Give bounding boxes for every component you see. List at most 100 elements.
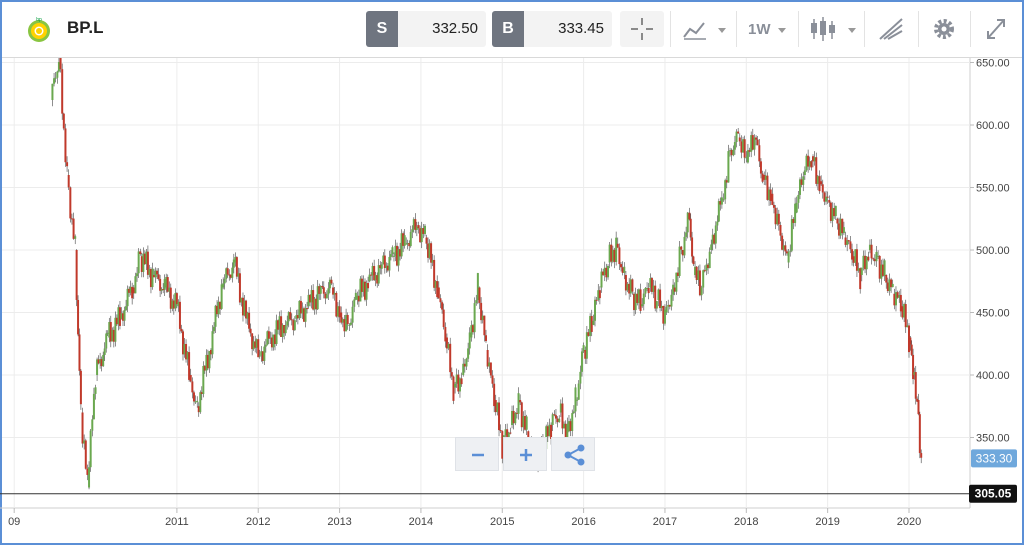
candle-body: [241, 297, 244, 316]
drawing-tools-button[interactable]: [870, 11, 914, 47]
candle-body: [79, 370, 82, 405]
candle-body: [662, 305, 665, 324]
candle-body: [498, 402, 501, 431]
candle-body: [493, 383, 496, 407]
candle-body: [797, 194, 800, 203]
candle-body: [623, 266, 626, 273]
candle-body: [249, 328, 252, 334]
candle-body: [649, 278, 652, 288]
candle-body: [881, 264, 884, 276]
candle-body: [343, 319, 346, 332]
candle-body: [69, 187, 72, 219]
settings-button[interactable]: [922, 11, 966, 47]
candle-body: [392, 255, 395, 257]
fullscreen-icon: [987, 19, 1005, 39]
candle-body: [903, 304, 906, 318]
candle-body: [750, 135, 753, 152]
candle-body: [365, 282, 368, 300]
candle-body: [360, 278, 363, 292]
candle-body: [916, 398, 919, 402]
candle-body: [852, 256, 855, 263]
candle-body: [202, 365, 205, 395]
candle-body: [724, 180, 727, 200]
candle-body: [458, 378, 461, 392]
candle-body: [417, 225, 420, 229]
candle-body: [550, 424, 553, 439]
candle-body: [319, 286, 322, 294]
candle-body: [478, 287, 481, 303]
crosshair-button[interactable]: [620, 11, 664, 47]
chart-type-button[interactable]: [678, 11, 730, 47]
candle-body: [695, 266, 698, 281]
candle-body: [368, 274, 371, 282]
candle-style-button[interactable]: [804, 11, 860, 47]
candle-body: [748, 150, 751, 152]
candle-body: [315, 298, 318, 310]
candle-body: [621, 267, 624, 273]
candle-body: [447, 343, 450, 349]
candle-body: [713, 234, 716, 244]
candle-body: [377, 265, 380, 284]
candle-body: [462, 363, 465, 375]
candle-body: [419, 228, 422, 243]
candle-body: [587, 332, 590, 336]
candle-body: [370, 274, 373, 276]
x-tick-label: 2019: [815, 516, 839, 528]
candle-body: [400, 233, 403, 257]
candle-body: [295, 315, 298, 319]
fullscreen-button[interactable]: [974, 11, 1018, 47]
buy-price-button[interactable]: B 333.45: [492, 11, 612, 47]
candle-body: [629, 279, 632, 294]
sell-price-button[interactable]: S 332.50: [366, 11, 486, 47]
candle-body: [763, 175, 766, 180]
candle-body: [633, 293, 636, 311]
candle-body: [650, 278, 653, 292]
zoom-out-button[interactable]: [455, 437, 499, 471]
candle-body: [810, 161, 813, 168]
candle-body: [515, 412, 518, 414]
candle-body: [203, 365, 206, 371]
svg-text:bp: bp: [36, 17, 42, 23]
candle-body: [647, 288, 650, 294]
candle-body: [196, 400, 199, 402]
candle-body: [373, 266, 376, 281]
candle-body: [91, 419, 94, 431]
candle-body: [351, 306, 354, 323]
share-button[interactable]: [551, 437, 595, 471]
price-chart[interactable]: 650.00 600.00 550.00 500.00 450.00 400.00 350.…: [0, 58, 1024, 545]
candle-body: [346, 314, 349, 325]
candle-body: [818, 176, 821, 192]
candle-body: [566, 423, 569, 441]
candle-body: [564, 423, 567, 441]
candle-body: [445, 337, 448, 349]
candle-body: [816, 176, 819, 184]
candle-body: [720, 197, 723, 205]
candle-body: [94, 387, 97, 394]
candle-body: [108, 322, 111, 338]
candle-body: [420, 228, 423, 243]
candle-body: [636, 293, 639, 303]
candle-body: [670, 294, 673, 307]
candle-body: [191, 381, 194, 393]
candle-body: [78, 334, 81, 371]
candle-body: [385, 265, 388, 269]
candle-body: [751, 135, 754, 150]
candle-body: [313, 298, 316, 310]
candle-body: [689, 218, 692, 238]
candle-body: [489, 362, 492, 376]
candle-body: [465, 358, 468, 367]
candle-body: [208, 351, 211, 369]
candle-body: [742, 139, 745, 153]
candle-body: [232, 259, 235, 268]
candle-body: [442, 309, 445, 328]
candle-body: [920, 453, 923, 458]
candle-body: [839, 218, 842, 236]
candle-body: [776, 213, 779, 225]
candle-body: [59, 58, 62, 70]
candle-body: [57, 62, 60, 72]
candle-body: [558, 418, 561, 423]
candle-body: [284, 325, 287, 334]
candle-body: [514, 412, 517, 424]
zoom-in-button[interactable]: [503, 437, 547, 471]
candle-body: [62, 113, 65, 129]
